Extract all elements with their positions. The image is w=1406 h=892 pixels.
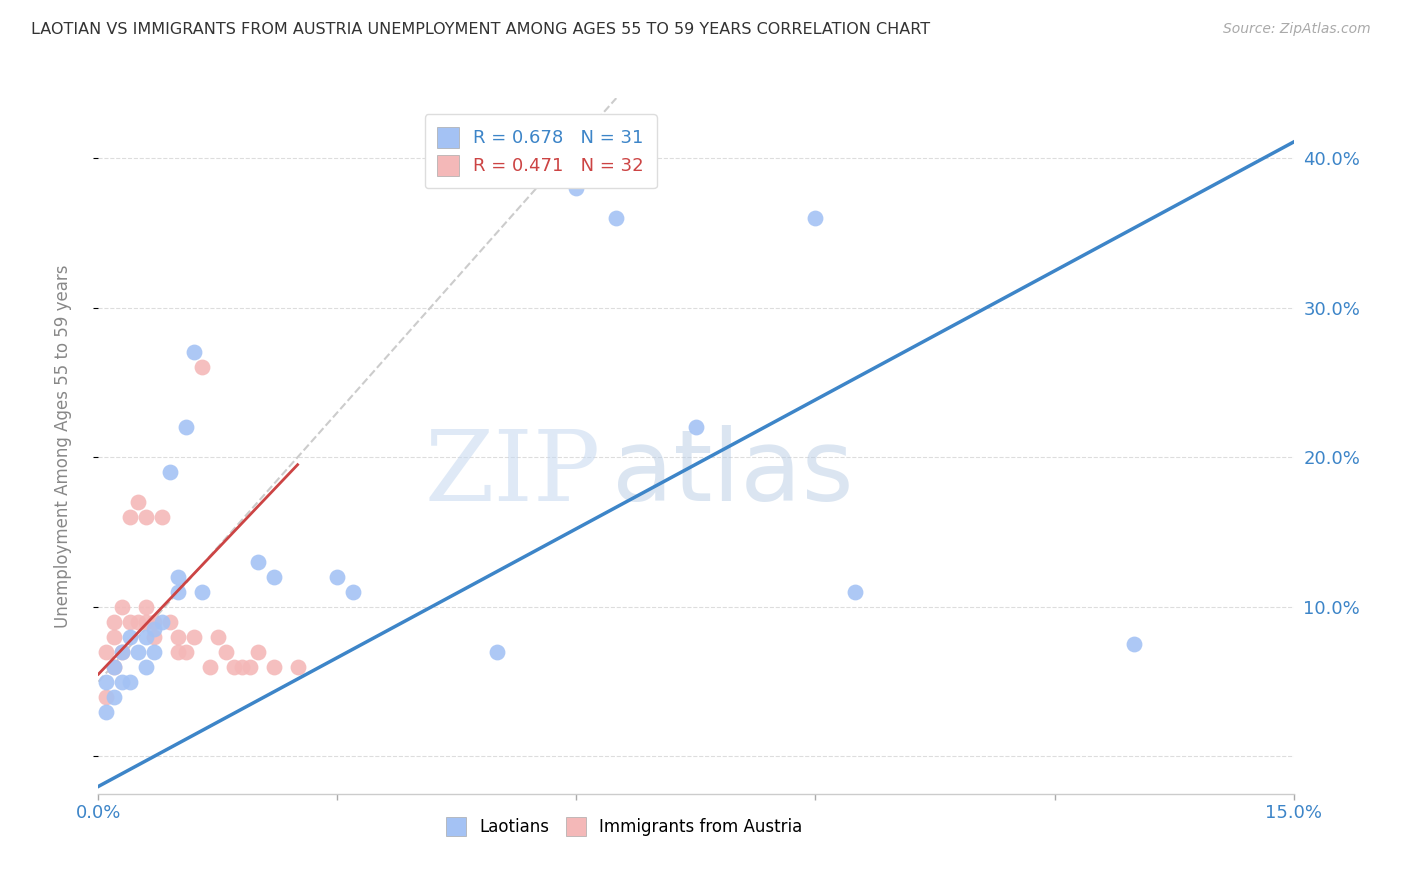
- Point: [231, 659, 253, 673]
- Point: [143, 630, 166, 644]
- Point: [844, 585, 866, 599]
- Point: [159, 465, 181, 479]
- Point: [685, 420, 707, 434]
- Point: [135, 615, 157, 629]
- Legend: Laotians, Immigrants from Austria: Laotians, Immigrants from Austria: [437, 809, 811, 845]
- Point: [222, 659, 245, 673]
- Point: [103, 659, 125, 673]
- Point: [804, 211, 827, 225]
- Point: [120, 630, 142, 644]
- Point: [135, 630, 157, 644]
- Point: [127, 615, 149, 629]
- Point: [1123, 637, 1146, 651]
- Point: [605, 211, 627, 225]
- Point: [207, 630, 229, 644]
- Point: [183, 630, 205, 644]
- Point: [135, 510, 157, 524]
- Point: [191, 585, 214, 599]
- Text: LAOTIAN VS IMMIGRANTS FROM AUSTRIA UNEMPLOYMENT AMONG AGES 55 TO 59 YEARS CORREL: LAOTIAN VS IMMIGRANTS FROM AUSTRIA UNEMP…: [31, 22, 929, 37]
- Point: [167, 630, 190, 644]
- Point: [167, 585, 190, 599]
- Point: [111, 645, 134, 659]
- Point: [135, 599, 157, 614]
- Point: [246, 645, 269, 659]
- Point: [198, 659, 221, 673]
- Point: [120, 510, 142, 524]
- Point: [183, 345, 205, 359]
- Point: [96, 705, 118, 719]
- Point: [191, 360, 214, 375]
- Point: [263, 659, 285, 673]
- Point: [127, 495, 149, 509]
- Point: [326, 570, 349, 584]
- Point: [103, 615, 125, 629]
- Point: [96, 674, 118, 689]
- Point: [167, 570, 190, 584]
- Point: [174, 420, 197, 434]
- Point: [120, 615, 142, 629]
- Point: [111, 674, 134, 689]
- Text: ZIP: ZIP: [425, 426, 600, 522]
- Point: [150, 615, 173, 629]
- Point: [287, 659, 309, 673]
- Point: [111, 599, 134, 614]
- Point: [143, 645, 166, 659]
- Point: [127, 645, 149, 659]
- Point: [103, 659, 125, 673]
- Point: [215, 645, 238, 659]
- Point: [159, 615, 181, 629]
- Point: [263, 570, 285, 584]
- Point: [167, 645, 190, 659]
- Point: [96, 690, 118, 704]
- Point: [239, 659, 262, 673]
- Point: [485, 645, 508, 659]
- Point: [174, 645, 197, 659]
- Point: [143, 615, 166, 629]
- Text: Source: ZipAtlas.com: Source: ZipAtlas.com: [1223, 22, 1371, 37]
- Point: [135, 659, 157, 673]
- Point: [150, 510, 173, 524]
- Point: [103, 630, 125, 644]
- Point: [103, 690, 125, 704]
- Point: [96, 645, 118, 659]
- Point: [120, 674, 142, 689]
- Point: [246, 555, 269, 569]
- Y-axis label: Unemployment Among Ages 55 to 59 years: Unemployment Among Ages 55 to 59 years: [53, 264, 72, 628]
- Point: [565, 181, 588, 195]
- Point: [111, 645, 134, 659]
- Point: [143, 622, 166, 636]
- Text: atlas: atlas: [613, 425, 853, 523]
- Point: [342, 585, 364, 599]
